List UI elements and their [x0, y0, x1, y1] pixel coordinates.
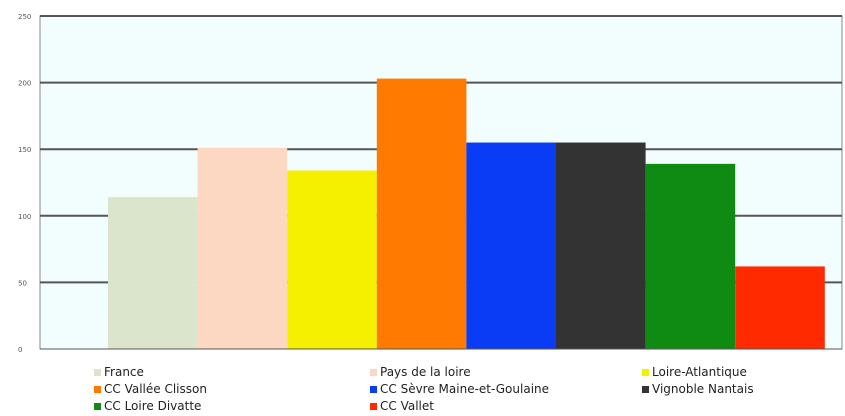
- legend-label: Loire-Atlantique: [652, 365, 747, 379]
- legend-label: CC Sèvre Maine-et-Goulaine: [380, 382, 550, 396]
- legend-item: Vignoble Nantais: [642, 381, 754, 397]
- y-tick-label: 250: [18, 13, 31, 21]
- legend-label: CC Loire Divatte: [104, 399, 202, 413]
- legend-item: Loire-Atlantique: [642, 364, 747, 380]
- legend-item: CC Sèvre Maine-et-Goulaine: [370, 381, 549, 397]
- legend-label: CC Vallet: [380, 399, 434, 413]
- legend-item: CC Vallet: [370, 398, 434, 414]
- y-tick-label: 0: [18, 346, 22, 354]
- bar-pays-de-la-loire: [197, 147, 288, 349]
- bar-cc-s-vre-maine-et-goulaine: [466, 142, 556, 349]
- legend-swatch: [642, 368, 649, 376]
- legend-label: CC Vallée Clisson: [104, 382, 207, 396]
- legend-item: Pays de la loire: [370, 364, 471, 380]
- legend-swatch: [94, 402, 101, 410]
- bar-cc-vall-e-clisson: [376, 78, 467, 349]
- legend-swatch: [370, 368, 377, 376]
- legend: France Pays de la loire Loire-Atlantique CC…: [94, 364, 814, 416]
- legend-label: Vignoble Nantais: [652, 382, 754, 396]
- bar-cc-vallet: [735, 266, 825, 349]
- legend-item: CC Loire Divatte: [94, 398, 201, 414]
- bar-cc-loire-divatte: [645, 163, 736, 349]
- bar-vignoble-nantais: [556, 142, 646, 349]
- legend-swatch: [94, 368, 101, 376]
- legend-swatch: [370, 385, 377, 393]
- y-tick-label: 50: [18, 279, 27, 287]
- legend-item: CC Vallée Clisson: [94, 381, 207, 397]
- y-tick-label: 100: [18, 213, 31, 221]
- bar-france: [108, 197, 198, 349]
- legend-item: France: [94, 364, 144, 380]
- y-tick-label: 150: [18, 146, 31, 154]
- legend-swatch: [370, 402, 377, 410]
- legend-label: France: [104, 365, 144, 379]
- legend-label: Pays de la loire: [380, 365, 471, 379]
- y-tick-label: 200: [18, 80, 31, 88]
- bar-loire-atlantique: [287, 170, 377, 349]
- legend-swatch: [94, 385, 101, 393]
- legend-swatch: [642, 385, 649, 393]
